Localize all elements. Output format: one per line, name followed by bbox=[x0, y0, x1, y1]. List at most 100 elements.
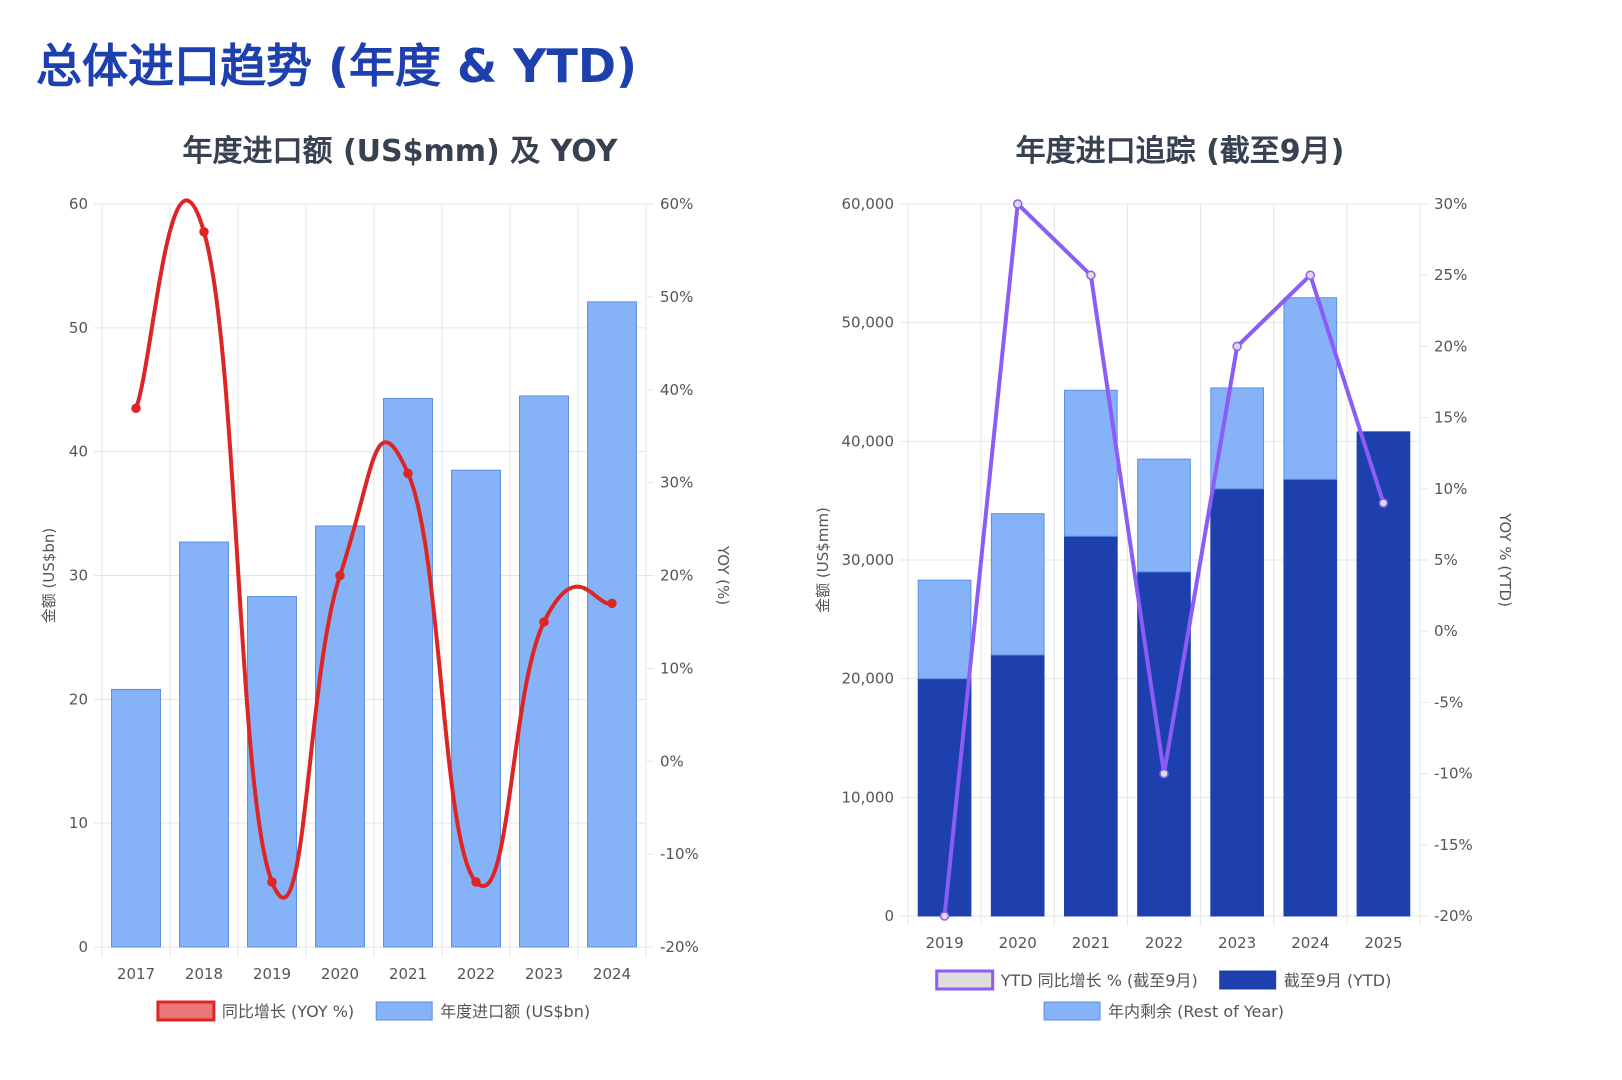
legend-label: 同比增长 (YOY %) bbox=[222, 1002, 354, 1021]
y-tick-label: 40 bbox=[69, 443, 88, 461]
y2-tick-label: 15% bbox=[1434, 409, 1467, 427]
legend-swatch bbox=[156, 1000, 216, 1022]
y2-tick-label: -20% bbox=[660, 938, 699, 956]
x-tick-label: 2019 bbox=[253, 965, 291, 983]
bar bbox=[451, 469, 501, 948]
x-tick-label: 2025 bbox=[1364, 934, 1402, 952]
yoy-point bbox=[1232, 341, 1242, 352]
legend-swatch bbox=[1219, 970, 1277, 990]
y2-tick-label: 5% bbox=[1434, 551, 1458, 569]
y2-tick-label: 50% bbox=[660, 288, 693, 306]
yoy-point bbox=[471, 877, 481, 887]
x-tick-label: 2022 bbox=[1145, 934, 1183, 952]
bar bbox=[247, 596, 297, 948]
bar bbox=[587, 301, 637, 948]
legend-label: 年度进口额 (US$bn) bbox=[440, 1002, 590, 1021]
x-tick-label: 2024 bbox=[593, 965, 631, 983]
y-tick-label: 50,000 bbox=[842, 314, 895, 332]
y-tick-label: 30 bbox=[69, 567, 88, 585]
y-axis-label: 金额 (US$mm) bbox=[814, 507, 832, 613]
y-tick-label: 0 bbox=[78, 938, 88, 956]
y2-tick-label: -20% bbox=[1434, 907, 1473, 925]
y2-tick-label: 30% bbox=[1434, 195, 1467, 213]
y2-tick-label: 20% bbox=[1434, 337, 1467, 355]
y-tick-label: 20 bbox=[69, 690, 88, 708]
y2-tick-label: -10% bbox=[1434, 765, 1473, 783]
bar bbox=[917, 579, 972, 680]
y-tick-label: 10,000 bbox=[842, 788, 895, 806]
y2-tick-label: -5% bbox=[1434, 693, 1463, 711]
y2-tick-label: 10% bbox=[1434, 480, 1467, 498]
bar bbox=[111, 688, 161, 948]
bar bbox=[990, 513, 1045, 656]
bar bbox=[1137, 571, 1191, 917]
x-tick-label: 2021 bbox=[389, 965, 427, 983]
x-tick-label: 2020 bbox=[321, 965, 359, 983]
page-title: 总体进口趋势 (年度 & YTD) bbox=[36, 39, 638, 93]
y2-tick-label: 20% bbox=[660, 567, 693, 585]
y2-axis-label: YOY (%) bbox=[714, 545, 732, 605]
bar bbox=[1137, 458, 1191, 573]
legend-label: 截至9月 (YTD) bbox=[1284, 971, 1392, 990]
legend-swatch bbox=[375, 1001, 433, 1021]
legend-label: 年内剩余 (Rest of Year) bbox=[1108, 1002, 1284, 1021]
y2-tick-label: 40% bbox=[660, 381, 693, 399]
y2-axis-label: YOY % (YTD) bbox=[1496, 512, 1514, 607]
x-tick-label: 2017 bbox=[117, 965, 155, 983]
yoy-point bbox=[1086, 270, 1096, 280]
bar bbox=[1283, 297, 1338, 480]
legend-label: YTD 同比增长 % (截至9月) bbox=[1000, 971, 1198, 990]
yoy-point bbox=[539, 617, 549, 627]
yoy-point bbox=[267, 877, 277, 887]
yoy-point bbox=[403, 468, 413, 479]
bar bbox=[1210, 387, 1264, 490]
x-tick-label: 2018 bbox=[185, 965, 223, 983]
yoy-point bbox=[335, 570, 345, 581]
y-tick-label: 0 bbox=[884, 907, 894, 925]
y-tick-label: 30,000 bbox=[842, 551, 895, 569]
yoy-point bbox=[1012, 199, 1023, 209]
yoy-point bbox=[199, 227, 209, 237]
bar bbox=[917, 678, 972, 917]
chart-title-annual: 年度进口额 (US$mm) 及 YOY bbox=[182, 134, 618, 169]
y-tick-label: 50 bbox=[69, 319, 88, 337]
legend-swatch bbox=[1043, 1001, 1101, 1021]
bar bbox=[990, 654, 1045, 917]
yoy-point bbox=[1159, 768, 1169, 779]
yoy-point bbox=[607, 598, 617, 609]
y2-tick-label: -15% bbox=[1434, 836, 1473, 854]
bar bbox=[1064, 535, 1118, 917]
y2-tick-label: 30% bbox=[660, 474, 693, 492]
yoy-point bbox=[131, 403, 141, 414]
y-axis-label: 金额 (US$bn) bbox=[40, 528, 58, 624]
y-tick-label: 60 bbox=[69, 195, 88, 213]
yoy-point bbox=[939, 911, 950, 921]
yoy-point bbox=[1305, 270, 1316, 280]
y-tick-label: 20,000 bbox=[842, 670, 895, 688]
y2-tick-label: 0% bbox=[1434, 622, 1458, 640]
yoy-point bbox=[1378, 498, 1389, 508]
y-tick-label: 60,000 bbox=[842, 195, 895, 213]
bar bbox=[1064, 389, 1118, 537]
x-tick-label: 2021 bbox=[1072, 934, 1110, 952]
bar bbox=[1356, 431, 1411, 917]
x-tick-label: 2022 bbox=[457, 965, 495, 983]
bar bbox=[315, 525, 365, 948]
y2-tick-label: 60% bbox=[660, 195, 693, 213]
x-tick-label: 2020 bbox=[999, 934, 1037, 952]
bar bbox=[179, 541, 229, 948]
bar bbox=[383, 397, 433, 948]
y2-tick-label: -10% bbox=[660, 845, 699, 863]
chart-title-ytd: 年度进口追踪 (截至9月) bbox=[1015, 134, 1345, 169]
y2-tick-label: 25% bbox=[1434, 266, 1467, 284]
y2-tick-label: 10% bbox=[660, 659, 693, 677]
x-tick-label: 2024 bbox=[1291, 934, 1329, 952]
y2-tick-label: 0% bbox=[660, 752, 684, 770]
x-tick-label: 2019 bbox=[925, 934, 963, 952]
legend-swatch bbox=[935, 969, 995, 991]
y-tick-label: 40,000 bbox=[842, 432, 895, 450]
y-tick-label: 10 bbox=[69, 814, 88, 832]
bar bbox=[1283, 478, 1338, 917]
bar bbox=[1210, 488, 1264, 917]
